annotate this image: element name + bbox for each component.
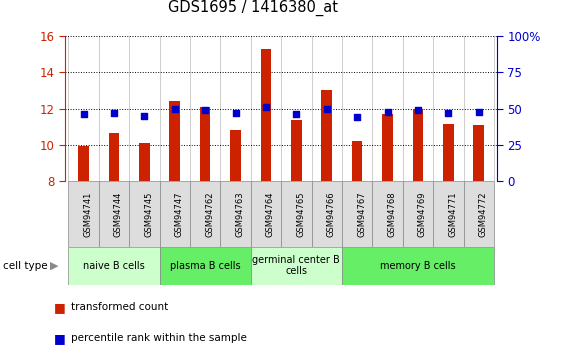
Bar [250, 181, 281, 247]
Text: GSM94764: GSM94764 [266, 191, 275, 237]
Bar [160, 181, 190, 247]
Text: plasma B cells: plasma B cells [170, 261, 240, 270]
Bar [281, 181, 312, 247]
Bar [99, 181, 129, 247]
Bar [68, 247, 160, 285]
Point [170, 106, 179, 111]
Point [79, 112, 88, 117]
Bar [342, 247, 494, 285]
Text: GSM94747: GSM94747 [175, 191, 184, 237]
Bar [403, 181, 433, 247]
Bar [108, 133, 119, 181]
Point [140, 113, 149, 119]
Text: transformed count: transformed count [71, 302, 168, 312]
Bar [412, 109, 423, 181]
Bar [382, 114, 393, 181]
Text: GSM94768: GSM94768 [387, 191, 396, 237]
Bar [352, 141, 362, 181]
Bar [433, 181, 463, 247]
Text: GDS1695 / 1416380_at: GDS1695 / 1416380_at [168, 0, 338, 16]
Point [201, 107, 210, 113]
Bar [342, 181, 373, 247]
Point [231, 110, 240, 116]
Bar [474, 125, 484, 181]
Bar [139, 143, 150, 181]
Point [444, 110, 453, 116]
Text: GSM94744: GSM94744 [114, 191, 123, 237]
Bar [250, 247, 342, 285]
Bar [373, 181, 403, 247]
Text: GSM94745: GSM94745 [144, 191, 153, 237]
Text: ▶: ▶ [50, 261, 58, 270]
Text: GSM94762: GSM94762 [205, 191, 214, 237]
Point [414, 107, 423, 113]
Bar [78, 146, 89, 181]
Text: memory B cells: memory B cells [380, 261, 456, 270]
Bar [169, 101, 180, 181]
Text: GSM94741: GSM94741 [83, 191, 93, 237]
Text: GSM94767: GSM94767 [357, 191, 366, 237]
Point [322, 106, 331, 111]
Text: cell type: cell type [3, 261, 48, 270]
Bar [220, 181, 250, 247]
Text: GSM94769: GSM94769 [418, 191, 427, 237]
Text: ■: ■ [54, 300, 66, 314]
Bar [291, 120, 302, 181]
Point [383, 109, 392, 114]
Bar [230, 130, 241, 181]
Bar [463, 181, 494, 247]
Point [292, 112, 301, 117]
Bar [321, 90, 332, 181]
Text: ■: ■ [54, 332, 66, 345]
Bar [129, 181, 160, 247]
Point [474, 109, 483, 114]
Bar [443, 124, 454, 181]
Text: GSM94763: GSM94763 [236, 191, 245, 237]
Text: percentile rank within the sample: percentile rank within the sample [71, 333, 247, 343]
Bar [190, 181, 220, 247]
Point [110, 110, 119, 116]
Text: naive B cells: naive B cells [83, 261, 145, 270]
Text: germinal center B
cells: germinal center B cells [253, 255, 340, 276]
Text: GSM94771: GSM94771 [448, 191, 457, 237]
Text: GSM94772: GSM94772 [479, 191, 488, 237]
Point [261, 105, 270, 110]
Text: GSM94766: GSM94766 [327, 191, 336, 237]
Point [353, 115, 362, 120]
Bar [160, 247, 250, 285]
Bar [200, 107, 211, 181]
Text: GSM94765: GSM94765 [296, 191, 306, 237]
Bar [261, 49, 272, 181]
Bar [68, 181, 99, 247]
Bar [312, 181, 342, 247]
